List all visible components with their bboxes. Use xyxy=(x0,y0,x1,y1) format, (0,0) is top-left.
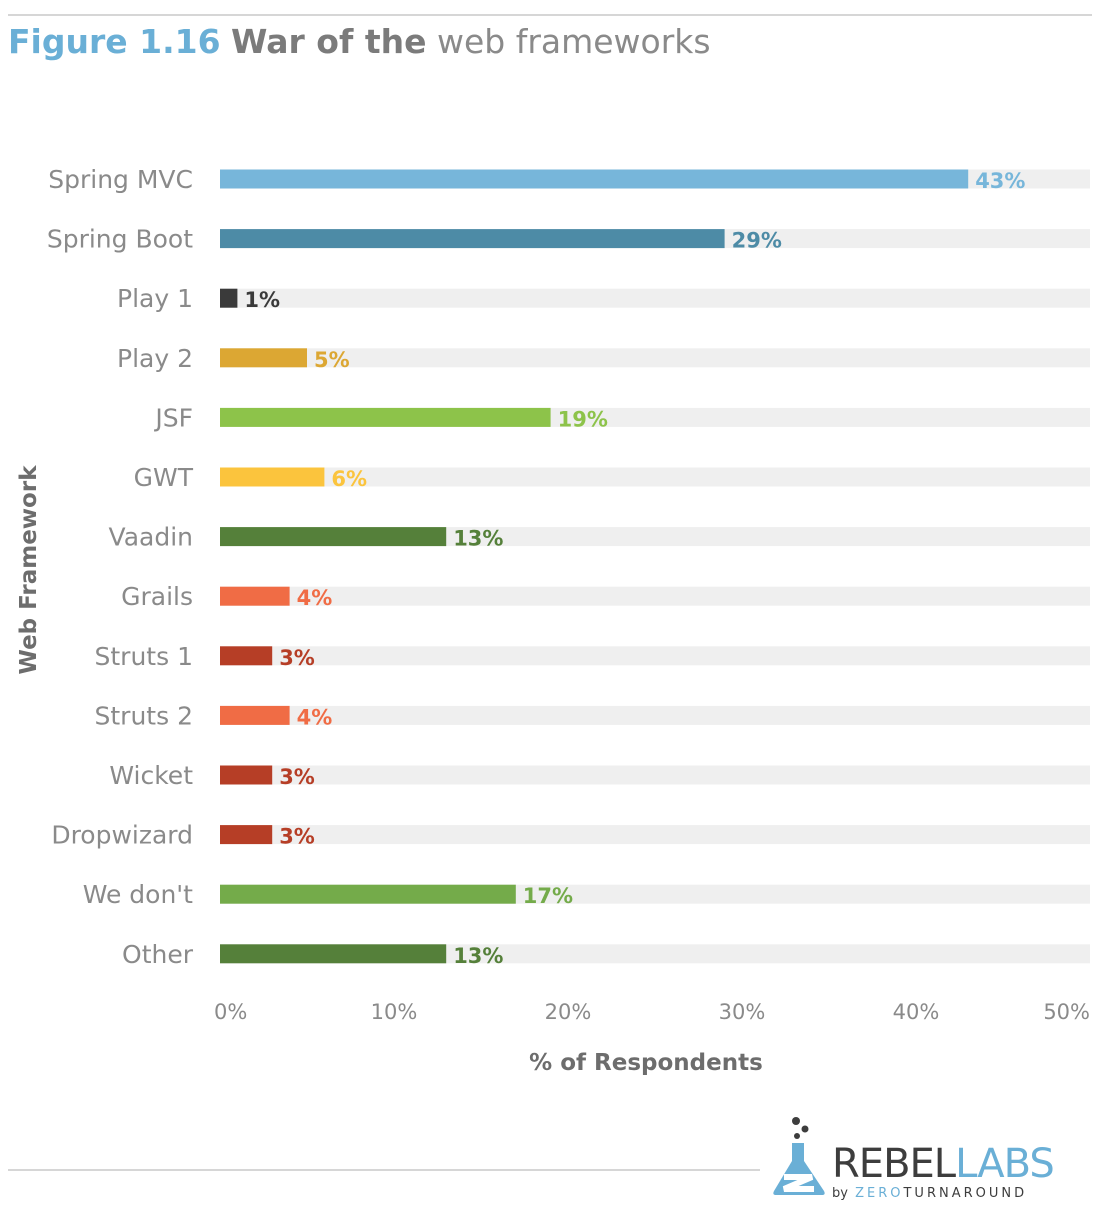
logo-by-text: by xyxy=(832,1186,848,1201)
logo-bubble-icon xyxy=(792,1117,800,1125)
logo-turnaround-text: TURNAROUND xyxy=(902,1186,1027,1201)
logo-bubble-icon xyxy=(794,1133,800,1139)
data-label: 3% xyxy=(279,765,315,789)
logo-zero-text: ZERO xyxy=(855,1186,903,1201)
title-light: web frameworks xyxy=(436,22,711,61)
y-axis-label: Web Framework xyxy=(16,465,42,675)
bar-track xyxy=(220,705,1090,725)
category-label: Wicket xyxy=(109,761,193,790)
category-label: GWT xyxy=(134,463,194,492)
data-label: 13% xyxy=(453,527,503,551)
bar xyxy=(220,348,307,368)
category-label: Dropwizard xyxy=(51,821,193,850)
category-label: Spring Boot xyxy=(47,225,193,254)
data-label: 4% xyxy=(297,586,333,610)
figure-title: Figure 1.16 War of the web frameworks xyxy=(8,20,711,64)
logo-rebel-text: REBEL xyxy=(832,1141,957,1187)
bar-track xyxy=(220,586,1090,606)
category-label: Struts 2 xyxy=(95,701,193,730)
svg-text:by ZEROTURNAROUND: by ZEROTURNAROUND xyxy=(832,1186,1027,1201)
bar xyxy=(220,884,516,904)
logo-bubble-icon xyxy=(801,1125,809,1133)
data-label: 13% xyxy=(453,944,503,968)
bar xyxy=(220,586,290,606)
category-label: Grails xyxy=(121,582,193,611)
bar xyxy=(220,705,290,725)
data-label: 43% xyxy=(975,169,1025,193)
svg-text:REBELLABS: REBELLABS xyxy=(832,1141,1054,1187)
bar xyxy=(220,288,238,308)
bar xyxy=(220,527,447,547)
x-tick-label: 30% xyxy=(719,1000,766,1024)
bar xyxy=(220,765,273,785)
category-label: JSF xyxy=(153,403,193,432)
bar-track xyxy=(220,825,1090,845)
category-label: Play 1 xyxy=(117,284,193,313)
bar xyxy=(220,646,273,666)
data-label: 29% xyxy=(732,229,782,253)
bar xyxy=(220,944,447,964)
data-label: 19% xyxy=(558,407,608,431)
category-label: We don't xyxy=(83,880,193,909)
bar-track xyxy=(220,348,1090,368)
x-tick-label: 0% xyxy=(214,1000,247,1024)
data-label: 1% xyxy=(244,288,280,312)
figure-number: Figure 1.16 xyxy=(8,22,221,61)
title-bold: War of the xyxy=(231,22,427,61)
data-label: 4% xyxy=(297,705,333,729)
bar xyxy=(220,229,725,249)
bar xyxy=(220,407,551,427)
data-label: 3% xyxy=(279,825,315,849)
data-label: 5% xyxy=(314,348,350,372)
category-label: Spring MVC xyxy=(48,165,193,194)
data-label: 17% xyxy=(523,884,573,908)
data-label: 3% xyxy=(279,646,315,670)
bar-track xyxy=(220,765,1090,785)
category-label: Struts 1 xyxy=(95,642,193,671)
x-tick-label: 10% xyxy=(371,1000,418,1024)
logo-labs-text: LABS xyxy=(955,1141,1054,1187)
bar xyxy=(220,467,325,487)
x-tick-label: 40% xyxy=(893,1000,940,1024)
category-label: Vaadin xyxy=(109,523,193,552)
x-tick-label: 50% xyxy=(1043,1000,1090,1024)
data-label: 6% xyxy=(331,467,367,491)
x-tick-label: 20% xyxy=(545,1000,592,1024)
category-label: Other xyxy=(122,940,194,969)
bar-chart: Web Framework % of Respondents Spring MV… xyxy=(16,165,1090,1076)
bar xyxy=(220,825,273,845)
bottom-divider xyxy=(8,1169,760,1171)
bar-track xyxy=(220,467,1090,487)
flask-icon xyxy=(773,1143,825,1195)
x-axis-label: % of Respondents xyxy=(529,1050,763,1076)
bar-track xyxy=(220,646,1090,666)
rebellabs-logo: REBELLABS by ZEROTURNAROUND xyxy=(773,1117,1055,1201)
category-label: Play 2 xyxy=(117,344,193,373)
top-divider xyxy=(8,14,1092,16)
flask-z-mark xyxy=(782,1174,814,1192)
bar-track xyxy=(220,288,1090,308)
bar xyxy=(220,169,969,189)
